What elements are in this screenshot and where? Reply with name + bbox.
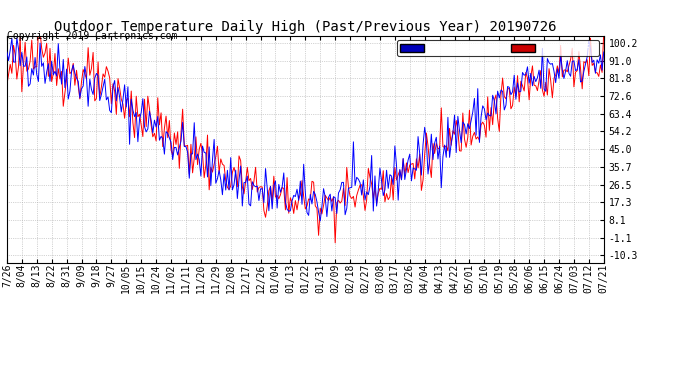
- Title: Outdoor Temperature Daily High (Past/Previous Year) 20190726: Outdoor Temperature Daily High (Past/Pre…: [54, 21, 557, 34]
- Legend: Previous (°F), Past (°F): Previous (°F), Past (°F): [397, 40, 599, 56]
- Text: Copyright 2019 Cartronics.com: Copyright 2019 Cartronics.com: [7, 32, 177, 41]
